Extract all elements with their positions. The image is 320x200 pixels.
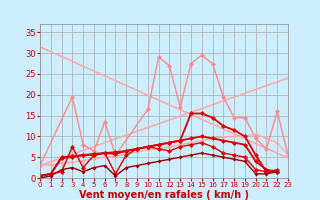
X-axis label: Vent moyen/en rafales ( km/h ): Vent moyen/en rafales ( km/h ) [79,190,249,200]
